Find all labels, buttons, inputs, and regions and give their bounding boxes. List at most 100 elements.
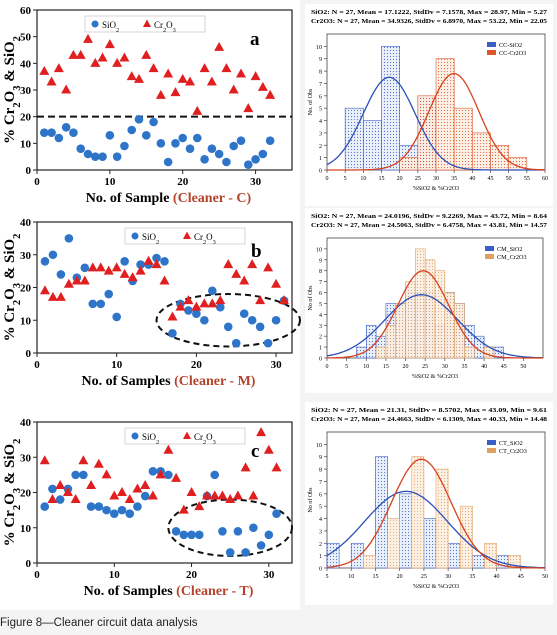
normal-curve [327, 270, 543, 359]
y-tick-label: 4 [319, 517, 322, 523]
stats-line: Cr2O3: N = 27, Mean = 34.9326, StdDv = 6… [311, 19, 547, 25]
cr2o3-point [90, 57, 101, 67]
y-tick-label: 1 [319, 346, 322, 352]
x-tick-label: 5 [344, 176, 347, 182]
cr2o3-point [109, 490, 120, 500]
sio2-point [231, 338, 241, 348]
sio2-point [117, 505, 127, 515]
cr2o3-point [191, 301, 202, 311]
histogram-bar [356, 346, 367, 359]
cr2o3-point [231, 268, 242, 278]
sio2-point [187, 530, 196, 540]
x-tick-label: 45 [501, 364, 507, 370]
y-tick-label: 4 [319, 119, 322, 125]
sio2-point [149, 117, 158, 127]
stats-line: Cr2O3: N = 27, Mean = 24.4663, StdDv = 6… [311, 417, 547, 423]
sio2-point [98, 152, 107, 161]
stats-line: Cr2O3: N = 27, Mean = 24.5063, StdDv = 6… [311, 223, 547, 229]
cr2o3-point [155, 89, 166, 99]
cr2o3-point [257, 81, 268, 91]
histogram-bar [363, 120, 382, 171]
y-tick-label: 1 [319, 554, 322, 560]
x-tick-label: 30 [445, 574, 451, 580]
sio2-point [80, 263, 90, 273]
x-tick-label: 0 [34, 176, 40, 188]
x-axis-label: %SiO2 & %Cr2O3 [412, 374, 458, 380]
sio2-point [140, 491, 150, 501]
x-tick-label: 20 [403, 364, 409, 370]
scatter-panel-b: 0 10 20 30 40 0 10 20 30 SiO2 Cr2O3 b % Cr2O3 & SiO2… [0, 205, 301, 405]
x-tick-label: 15 [383, 364, 389, 370]
legend-label: CM_Cr2O3 [497, 254, 527, 261]
sio2-point [48, 484, 57, 494]
cr2o3-point [175, 301, 186, 311]
panel-letter: b [251, 241, 262, 262]
y-tick-label: 40 [20, 417, 32, 429]
sio2-point [178, 133, 188, 143]
legend-cr2o3-marker [143, 19, 151, 27]
cr2o3-point [112, 57, 123, 67]
cr2o3-point [236, 68, 246, 78]
cr2o3-point [103, 265, 114, 275]
sio2-point [120, 257, 129, 266]
histogram-bar [395, 303, 406, 359]
cr2o3-point [221, 63, 232, 73]
cr2o3-point [39, 285, 50, 295]
histogram-bar [399, 157, 419, 171]
cr2o3-point [39, 65, 50, 75]
sio2-point [200, 315, 209, 325]
cr2o3-point [68, 49, 79, 59]
cr2o3-point [141, 49, 152, 59]
cr2o3-point [124, 494, 135, 504]
y-tick-label: 2 [319, 144, 322, 150]
cr2o3-point [248, 490, 259, 500]
sio2-point [40, 502, 50, 511]
cr2o3-point [147, 490, 158, 500]
cr2o3-point [232, 490, 243, 500]
y-tick-label: 7 [319, 82, 322, 88]
sio2-point [54, 133, 64, 143]
sio2-point [104, 289, 114, 299]
legend-sio2-label: SiO2 [102, 20, 119, 34]
sio2-point [215, 302, 225, 312]
y-tick-label: 20 [20, 283, 32, 295]
sio2-point [39, 128, 49, 137]
sio2-point [247, 315, 257, 325]
legend-cr2o3-marker [183, 231, 191, 239]
y-tick-label: 0 [26, 165, 32, 177]
sio2-point [47, 128, 56, 137]
cr2o3-point [132, 483, 143, 493]
cr2o3-point [55, 291, 66, 301]
panel-letter: a [250, 29, 260, 50]
sio2-point [112, 152, 122, 161]
x-axis-label: No. of Samples (Cleaner - M) [82, 374, 256, 389]
sio2-point [160, 257, 169, 266]
sio2-point [185, 144, 195, 153]
x-tick-label: 20 [177, 176, 189, 188]
cr2o3-point [163, 444, 174, 454]
sio2-point [83, 149, 93, 159]
x-tick-label: 30 [433, 176, 439, 182]
x-tick-label: 35 [461, 364, 467, 370]
cr2o3-point [170, 87, 181, 97]
histogram-bar [435, 58, 455, 171]
histogram-bar [326, 542, 340, 569]
histogram-bar [490, 144, 509, 171]
x-tick-label: 20 [397, 176, 403, 182]
histogram-bar [417, 95, 437, 171]
x-tick-label: 40 [469, 176, 475, 182]
cr2o3-point [55, 479, 66, 489]
legend-cr2o3-marker [183, 431, 191, 439]
legend-swatch [487, 42, 496, 47]
y-axis-label: % Cr2O3 & SiO2 [2, 36, 23, 144]
cr2o3-point [225, 494, 236, 504]
cr2o3-point [271, 462, 282, 472]
cr2o3-point [143, 255, 154, 265]
x-tick-label: 55 [524, 176, 530, 182]
cr2o3-point [217, 490, 228, 500]
cr2o3-point [192, 105, 203, 115]
sio2-point [64, 234, 74, 243]
y-tick-label: 7 [319, 280, 322, 286]
sio2-point [88, 299, 98, 309]
histogram-bar [464, 346, 475, 359]
